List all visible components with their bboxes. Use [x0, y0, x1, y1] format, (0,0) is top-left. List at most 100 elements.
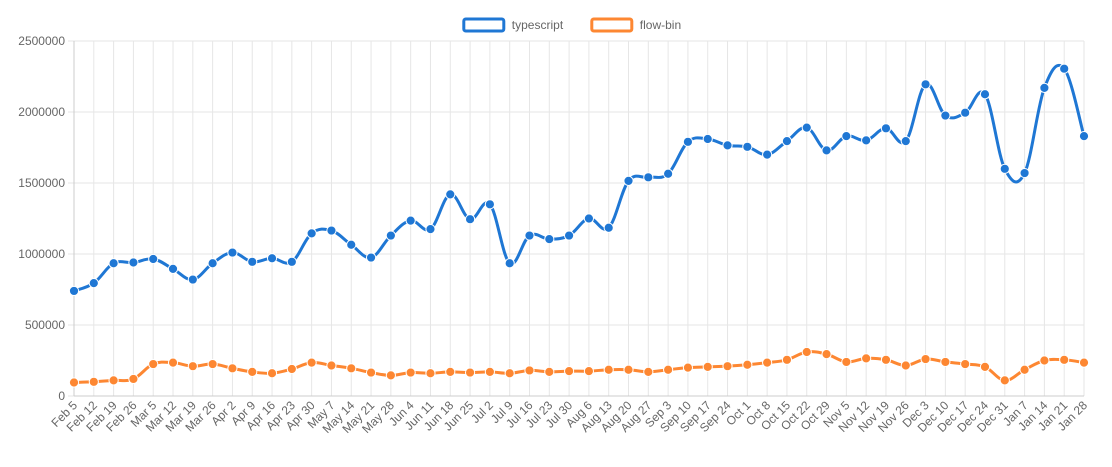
- data-point-flow-bin: [167, 357, 179, 368]
- data-point-flow-bin: [900, 360, 911, 371]
- data-point-typescript: [861, 135, 872, 146]
- data-point-flow-bin: [663, 364, 674, 375]
- data-point-flow-bin: [247, 366, 258, 377]
- data-point-flow-bin: [207, 358, 218, 370]
- data-point-typescript: [920, 79, 931, 90]
- data-point-typescript: [1039, 82, 1050, 93]
- data-point-typescript: [603, 222, 614, 233]
- data-point-typescript: [68, 285, 80, 297]
- data-point-typescript: [999, 163, 1010, 174]
- data-point-flow-bin: [544, 366, 555, 377]
- y-tick-label: 1000000: [18, 247, 65, 261]
- data-point-typescript: [88, 278, 99, 289]
- data-point-flow-bin: [365, 367, 377, 378]
- data-point-typescript: [167, 263, 179, 275]
- data-point-flow-bin: [1078, 357, 1090, 368]
- data-point-flow-bin: [742, 359, 753, 370]
- data-point-typescript: [464, 214, 476, 225]
- data-point-flow-bin: [702, 361, 713, 372]
- data-point-typescript: [702, 133, 713, 145]
- data-point-flow-bin: [1059, 354, 1070, 365]
- data-point-typescript: [108, 258, 119, 269]
- data-point-flow-bin: [385, 370, 396, 381]
- data-point-flow-bin: [979, 361, 991, 372]
- data-point-typescript: [484, 199, 495, 210]
- data-point-typescript: [326, 225, 337, 236]
- data-point-flow-bin: [643, 366, 654, 377]
- data-point-flow-bin: [841, 356, 852, 368]
- legend-label-flow-bin[interactable]: flow-bin: [640, 18, 681, 32]
- data-point-flow-bin: [1039, 355, 1050, 366]
- legend[interactable]: typescript flow-bin: [462, 17, 681, 33]
- data-point-typescript: [266, 253, 278, 264]
- data-point-flow-bin: [781, 354, 793, 365]
- data-point-typescript: [445, 189, 456, 200]
- y-tick-label: 500000: [25, 318, 65, 332]
- data-point-flow-bin: [563, 366, 575, 377]
- data-point-typescript: [1078, 131, 1090, 142]
- y-tick-label: 2500000: [18, 34, 65, 48]
- data-point-typescript: [682, 136, 694, 147]
- data-point-typescript: [841, 131, 852, 142]
- y-tick-label: 2000000: [18, 105, 65, 119]
- data-point-typescript: [979, 89, 991, 100]
- data-point-typescript: [722, 140, 733, 151]
- data-point-flow-bin: [425, 368, 436, 379]
- data-point-flow-bin: [762, 357, 773, 368]
- data-point-flow-bin: [484, 366, 495, 377]
- data-point-flow-bin: [999, 375, 1010, 386]
- data-point-typescript: [781, 136, 793, 147]
- series-line-typescript: [72, 63, 1086, 293]
- data-point-flow-bin: [445, 366, 456, 377]
- legend-swatch-flow-bin: [590, 17, 634, 33]
- data-point-typescript: [524, 230, 535, 241]
- data-point-flow-bin: [286, 363, 297, 375]
- data-point-typescript: [1019, 167, 1030, 179]
- y-tick-label: 1500000: [18, 176, 65, 190]
- series-layer: [68, 63, 1090, 388]
- data-point-flow-bin: [187, 361, 198, 372]
- data-point-flow-bin: [960, 358, 971, 370]
- data-point-typescript: [128, 257, 139, 268]
- grid: [68, 40, 1085, 397]
- data-point-flow-bin: [821, 349, 832, 360]
- data-point-typescript: [187, 274, 198, 285]
- data-point-typescript: [801, 122, 812, 133]
- data-point-typescript: [385, 230, 396, 241]
- data-point-flow-bin: [722, 361, 733, 372]
- data-point-typescript: [247, 256, 258, 267]
- data-point-flow-bin: [880, 354, 892, 365]
- data-point-flow-bin: [940, 356, 951, 368]
- data-point-typescript: [960, 107, 971, 118]
- legend-label-typescript[interactable]: typescript: [512, 18, 564, 32]
- data-point-typescript: [207, 258, 218, 269]
- data-point-typescript: [504, 258, 515, 269]
- data-point-typescript: [583, 213, 595, 224]
- data-point-flow-bin: [306, 357, 317, 368]
- data-point-typescript: [821, 145, 832, 156]
- data-point-flow-bin: [920, 353, 931, 365]
- data-point-flow-bin: [128, 373, 139, 385]
- data-point-flow-bin: [583, 366, 595, 377]
- data-point-typescript: [1059, 63, 1070, 74]
- data-point-flow-bin: [68, 377, 80, 388]
- data-point-typescript: [643, 172, 654, 183]
- data-point-typescript: [563, 230, 575, 241]
- data-point-typescript: [306, 228, 317, 239]
- data-point-typescript: [623, 175, 634, 186]
- data-point-typescript: [880, 123, 892, 134]
- data-point-flow-bin: [346, 363, 357, 374]
- data-point-flow-bin: [801, 346, 812, 358]
- data-point-flow-bin: [326, 360, 337, 371]
- series-line-flow-bin: [72, 350, 1086, 385]
- data-point-typescript: [405, 215, 416, 226]
- data-point-flow-bin: [861, 353, 872, 364]
- data-point-typescript: [663, 168, 674, 179]
- y-tick-label: 0: [58, 389, 65, 403]
- data-point-typescript: [900, 136, 911, 147]
- data-point-flow-bin: [524, 365, 535, 376]
- data-point-typescript: [544, 233, 555, 245]
